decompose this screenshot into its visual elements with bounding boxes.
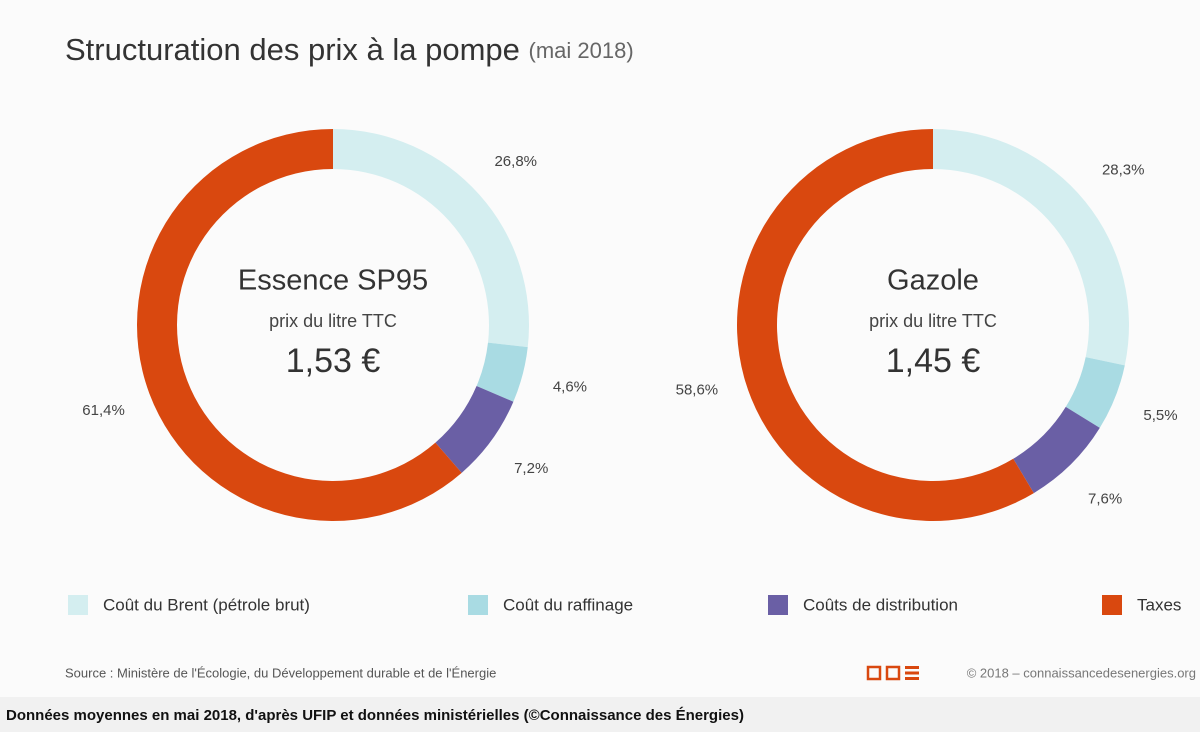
logo-mark [905, 666, 919, 669]
legend-label: Coût du raffinage [503, 595, 633, 614]
donut-segment [333, 129, 529, 348]
copyright: © 2018 – connaissancedesenergies.org [967, 665, 1196, 680]
legend-swatch [68, 595, 88, 615]
donut-segment [435, 386, 514, 473]
caption: Données moyennes en mai 2018, d'après UF… [6, 707, 744, 724]
donut-segment [476, 342, 528, 402]
donut-subtitle: prix du litre TTC [269, 311, 397, 331]
source: Source : Ministère de l'Écologie, du Dév… [65, 665, 496, 680]
donut-title: Essence SP95 [238, 265, 428, 297]
background [0, 0, 1200, 697]
donut-segment [1065, 357, 1125, 428]
donut-segment [933, 129, 1129, 366]
data-label: 4,6% [553, 378, 587, 395]
logo-mark [866, 665, 882, 681]
data-label: 28,3% [1102, 162, 1145, 179]
data-label: 7,2% [514, 460, 548, 477]
logo [866, 665, 919, 681]
donut-segment [1013, 406, 1100, 494]
donut-annotation: 1,45 € [886, 342, 981, 380]
logo-mark [905, 671, 919, 675]
donut-segment [136, 129, 462, 521]
legend-label: Taxes [1137, 595, 1181, 614]
logo-mark [885, 665, 901, 681]
donut-title: Gazole [887, 265, 979, 297]
legend-label: Coût du Brent (pétrole brut) [103, 595, 310, 614]
donut-annotation: 1,53 € [286, 342, 381, 380]
data-label: 61,4% [82, 402, 125, 419]
logo-mark [905, 677, 919, 680]
caption-band [0, 697, 1200, 732]
legend-swatch [468, 595, 488, 615]
data-label: 58,6% [676, 381, 719, 398]
title-group: Structuration des prix à la pompe (mai 2… [65, 32, 634, 67]
data-label: 5,5% [1143, 407, 1177, 424]
data-label: 26,8% [494, 153, 537, 170]
donut-segment [737, 129, 1034, 522]
legend-label: Coûts de distribution [803, 595, 958, 614]
donut-subtitle: prix du litre TTC [869, 311, 997, 331]
legend-swatch [768, 595, 788, 615]
data-label: 7,6% [1088, 490, 1122, 507]
chart-title: Structuration des prix à la pompe [65, 32, 520, 67]
legend-swatch [1102, 595, 1122, 615]
chart-subtitle: (mai 2018) [529, 38, 634, 63]
